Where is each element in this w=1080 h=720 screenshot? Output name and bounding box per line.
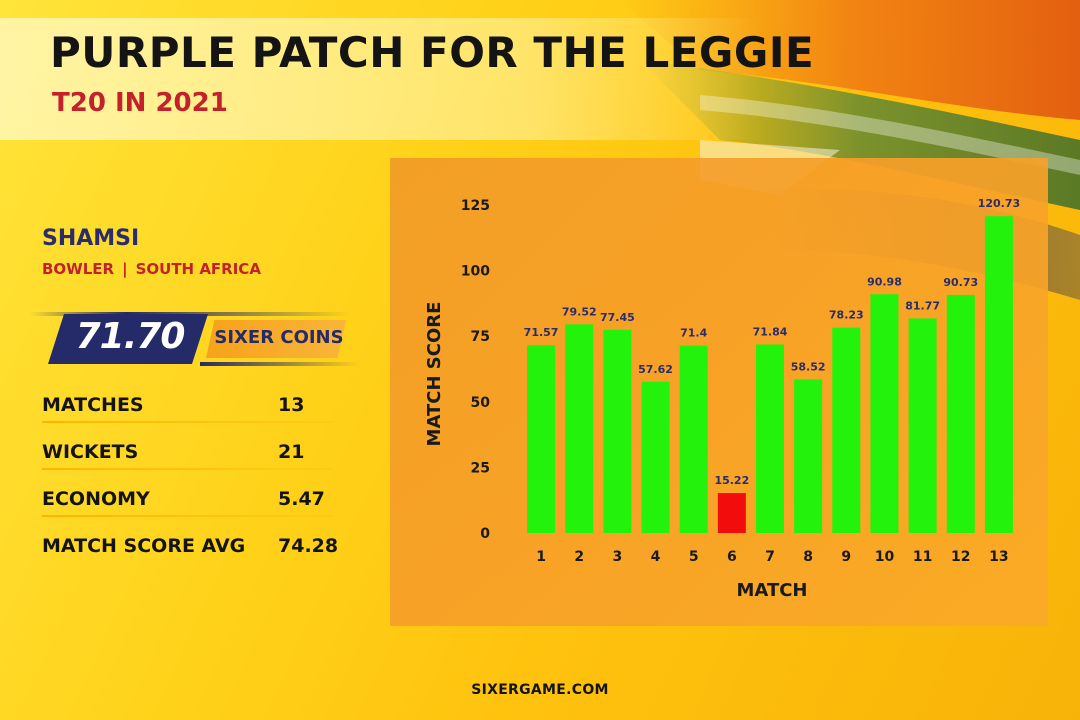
stat-value: 13 bbox=[278, 394, 305, 416]
bar-match-2 bbox=[565, 324, 594, 533]
stat-value: 74.28 bbox=[278, 535, 339, 557]
bar-value-label: 90.98 bbox=[867, 275, 902, 288]
stat-label: MATCH SCORE AVG bbox=[42, 535, 246, 557]
bar-value-label: 15.22 bbox=[714, 474, 749, 487]
x-tick-label: 7 bbox=[765, 549, 775, 565]
stat-label: WICKETS bbox=[42, 441, 139, 463]
bar-match-3 bbox=[603, 329, 632, 533]
bar-value-label: 58.52 bbox=[791, 360, 826, 373]
x-tick-label: 5 bbox=[689, 549, 699, 565]
bar-match-5 bbox=[679, 345, 708, 533]
stat-label: MATCHES bbox=[42, 394, 144, 416]
bar-value-label: 78.23 bbox=[829, 309, 864, 322]
bar-value-label: 90.73 bbox=[943, 276, 978, 289]
coins-badge bbox=[48, 314, 208, 364]
stat-row-match-score-avg: MATCH SCORE AVG 74.28 bbox=[42, 533, 352, 580]
coins-label-badge bbox=[206, 320, 346, 358]
y-tick-label: 125 bbox=[461, 198, 490, 214]
bar-value-label: 79.52 bbox=[562, 305, 597, 318]
page-title: PURPLE PATCH FOR THE LEGGIE bbox=[50, 28, 815, 77]
x-tick-label: 1 bbox=[536, 549, 546, 565]
stat-underline bbox=[42, 421, 332, 423]
coins-value: 71.70 bbox=[75, 316, 186, 357]
bar-match-12 bbox=[946, 294, 975, 533]
x-tick-label: 11 bbox=[913, 549, 932, 565]
footer-site: SIXERGAME.COM bbox=[471, 682, 609, 698]
bar-match-11 bbox=[908, 318, 937, 533]
stats-list: MATCHES 13 WICKETS 21 ECONOMY 5.47 MATCH… bbox=[42, 392, 352, 580]
player-role-label: BOWLER bbox=[42, 260, 115, 278]
stat-underline bbox=[42, 468, 332, 470]
bar-value-label: 71.4 bbox=[680, 327, 707, 340]
stat-row-wickets: WICKETS 21 bbox=[42, 439, 352, 486]
stat-row-economy: ECONOMY 5.47 bbox=[42, 486, 352, 533]
stat-underline bbox=[42, 515, 332, 517]
stat-label: ECONOMY bbox=[42, 488, 150, 510]
y-tick-label: 50 bbox=[471, 395, 491, 411]
coins-stripe-bottom bbox=[200, 362, 360, 366]
x-tick-label: 4 bbox=[651, 549, 661, 565]
bar-value-label: 71.57 bbox=[524, 326, 559, 339]
role-separator: | bbox=[122, 260, 128, 278]
player-country: SOUTH AFRICA bbox=[135, 260, 261, 278]
x-tick-label: 8 bbox=[803, 549, 813, 565]
x-tick-label: 9 bbox=[841, 549, 851, 565]
bar-value-label: 120.73 bbox=[978, 197, 1020, 210]
chart-panel: 0 25 50 75 100 125 MATCH SCORE 71.57 1 79.52 2 77.4… bbox=[390, 158, 1048, 626]
bar-value-label: 57.62 bbox=[638, 363, 673, 376]
bar-match-13 bbox=[984, 216, 1013, 534]
bar-match-1 bbox=[527, 345, 556, 533]
stat-value: 5.47 bbox=[278, 488, 325, 510]
bar-match-6 bbox=[717, 493, 746, 533]
y-axis-label: MATCH SCORE bbox=[424, 302, 445, 447]
bar-value-label: 71.84 bbox=[753, 325, 788, 338]
x-tick-label: 10 bbox=[875, 549, 895, 565]
x-tick-label: 6 bbox=[727, 549, 737, 565]
player-name: SHAMSI bbox=[42, 226, 140, 251]
y-tick-label: 0 bbox=[480, 526, 490, 542]
title-band bbox=[0, 18, 760, 140]
page-subtitle: T20 IN 2021 bbox=[52, 88, 228, 118]
x-tick-label: 3 bbox=[613, 549, 623, 565]
bar-match-4 bbox=[641, 381, 670, 533]
stat-value: 21 bbox=[278, 441, 305, 463]
coins-label: SIXER COINS bbox=[214, 327, 344, 348]
bar-match-9 bbox=[832, 327, 861, 533]
x-tick-label: 2 bbox=[574, 549, 584, 565]
bar-value-label: 77.45 bbox=[600, 311, 635, 324]
bar-match-7 bbox=[756, 344, 784, 533]
player-role: BOWLER | SOUTH AFRICA bbox=[42, 260, 261, 278]
bar-match-8 bbox=[794, 379, 823, 533]
bar-match-10 bbox=[870, 294, 899, 533]
x-tick-label: 13 bbox=[989, 549, 1008, 565]
y-tick-label: 100 bbox=[461, 264, 490, 280]
stat-row-matches: MATCHES 13 bbox=[42, 392, 352, 439]
y-tick-label: 75 bbox=[471, 329, 490, 345]
x-axis-label: MATCH bbox=[737, 580, 808, 601]
bar-value-label: 81.77 bbox=[905, 299, 940, 312]
x-tick-label: 12 bbox=[951, 549, 970, 565]
y-tick-label: 25 bbox=[471, 460, 490, 476]
